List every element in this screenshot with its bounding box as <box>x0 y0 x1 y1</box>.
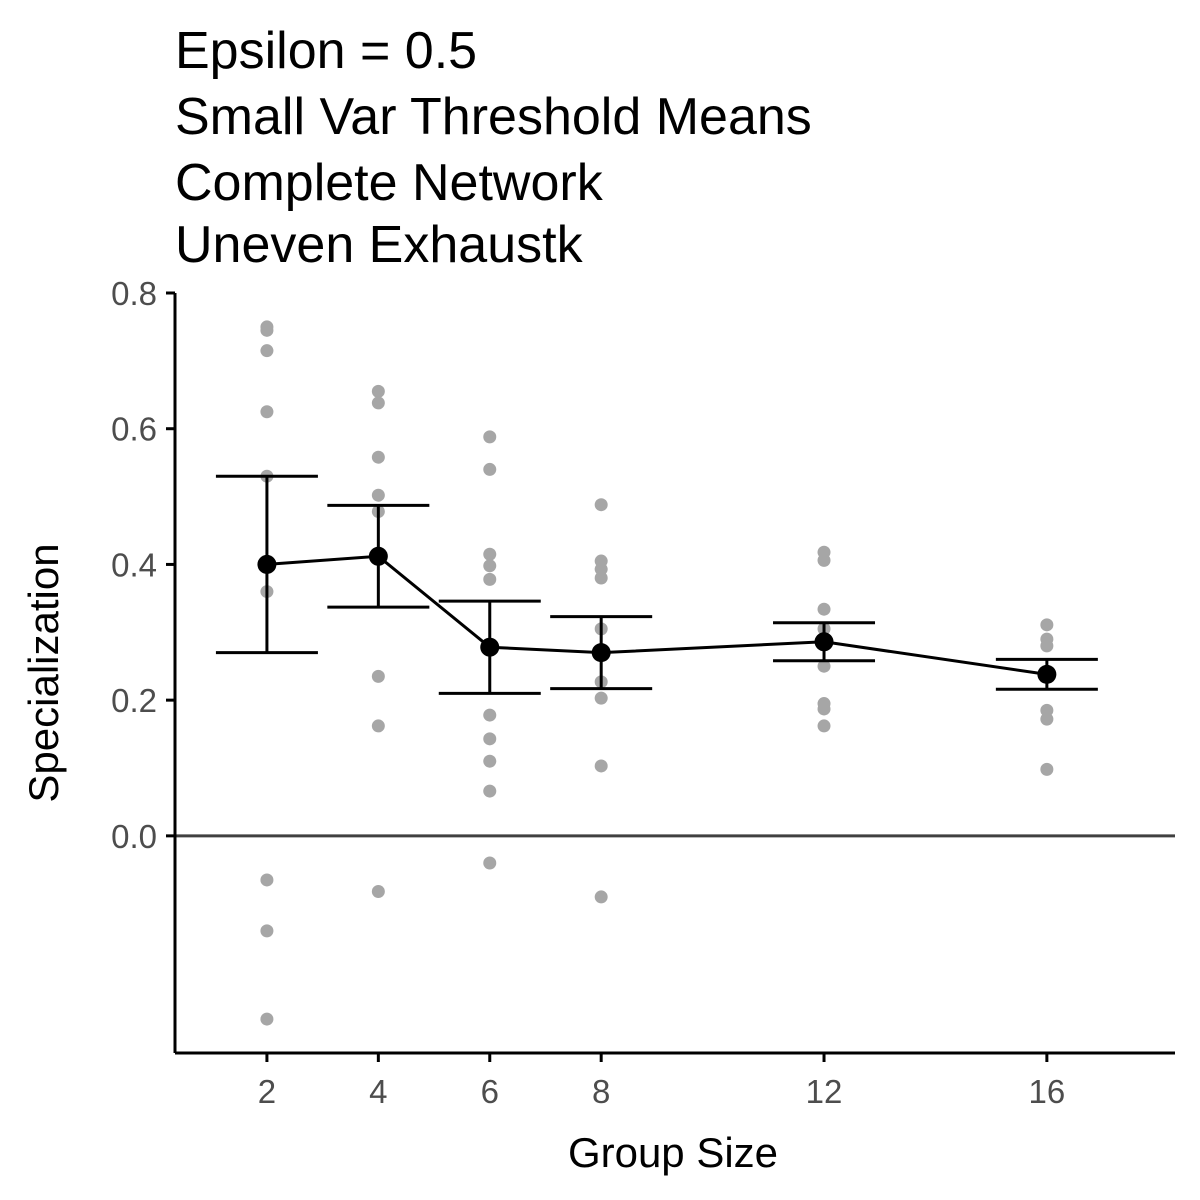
title-line-3: Complete Network <box>175 154 604 212</box>
raw-data-point <box>371 384 385 398</box>
raw-data-point <box>371 396 385 410</box>
y-tick-label: 0.8 <box>111 275 157 312</box>
y-tick-label: 0.2 <box>111 682 157 719</box>
title-line-4: Uneven Exhaustk <box>175 216 584 274</box>
raw-data-point <box>594 571 608 585</box>
raw-data-point <box>817 659 831 673</box>
mean-point <box>368 546 388 566</box>
raw-data-point <box>260 344 274 358</box>
raw-data-point <box>594 890 608 904</box>
raw-data-point <box>483 559 497 573</box>
x-axis-ticks: 2 4 6 8 12 16 <box>258 1053 1065 1110</box>
x-tick-label: 8 <box>592 1073 610 1110</box>
raw-data-point <box>817 602 831 616</box>
raw-data-point <box>371 885 385 898</box>
y-tick-label: 0.4 <box>111 546 157 583</box>
raw-data-point <box>1040 639 1054 653</box>
mean-point <box>480 637 500 657</box>
raw-data-point <box>594 498 608 512</box>
raw-data-point <box>483 430 497 444</box>
chart-title: Epsilon = 0.5 Small Var Threshold Means … <box>175 22 812 274</box>
axes: 0.0 0.2 0.4 0.6 0.8 2 4 6 8 12 16 <box>111 275 1175 1110</box>
raw-data-point <box>371 719 385 733</box>
raw-data-point <box>1040 762 1054 776</box>
raw-data-point <box>371 450 385 464</box>
raw-data-point <box>260 924 274 938</box>
raw-data-point <box>260 1012 274 1026</box>
raw-data-point <box>1040 712 1054 726</box>
raw-data-point <box>483 856 497 870</box>
raw-data-point <box>483 784 497 798</box>
y-tick-label: 0.0 <box>111 818 157 855</box>
raw-data-point <box>483 462 497 476</box>
raw-data-point <box>260 873 274 887</box>
raw-data-point <box>594 691 608 705</box>
raw-data-point <box>483 547 497 561</box>
mean-point <box>1037 664 1057 684</box>
mean-point <box>591 643 611 663</box>
raw-data-point <box>594 759 608 773</box>
y-tick-label: 0.6 <box>111 411 157 448</box>
raw-data-point <box>260 405 274 419</box>
mean-point <box>257 554 277 574</box>
plot-area <box>175 320 1175 1026</box>
x-tick-label: 16 <box>1029 1073 1066 1110</box>
y-axis-ticks: 0.0 0.2 0.4 0.6 0.8 <box>111 275 175 855</box>
raw-data-point <box>483 754 497 768</box>
x-tick-label: 6 <box>481 1073 499 1110</box>
x-tick-label: 12 <box>806 1073 843 1110</box>
summary-layer <box>215 474 1098 695</box>
title-line-1: Epsilon = 0.5 <box>175 22 477 80</box>
raw-data-point <box>483 572 497 586</box>
raw-data-point <box>817 719 831 733</box>
x-tick-label: 2 <box>258 1073 276 1110</box>
raw-data-point <box>371 669 385 683</box>
x-axis-title: Group Size <box>568 1129 778 1176</box>
raw-data-point <box>483 708 497 722</box>
title-line-2: Small Var Threshold Means <box>175 88 812 146</box>
raw-data-point <box>260 323 274 337</box>
raw-data-point <box>817 553 831 567</box>
y-axis-title: Specialization <box>20 543 67 802</box>
mean-point <box>814 632 834 652</box>
raw-data-point <box>1040 618 1054 632</box>
x-tick-label: 4 <box>369 1073 387 1110</box>
raw-data-point <box>817 702 831 716</box>
raw-data-point <box>483 732 497 746</box>
raw-points-layer <box>260 320 1054 1026</box>
mean-line <box>266 554 1048 676</box>
raw-data-point <box>371 488 385 502</box>
